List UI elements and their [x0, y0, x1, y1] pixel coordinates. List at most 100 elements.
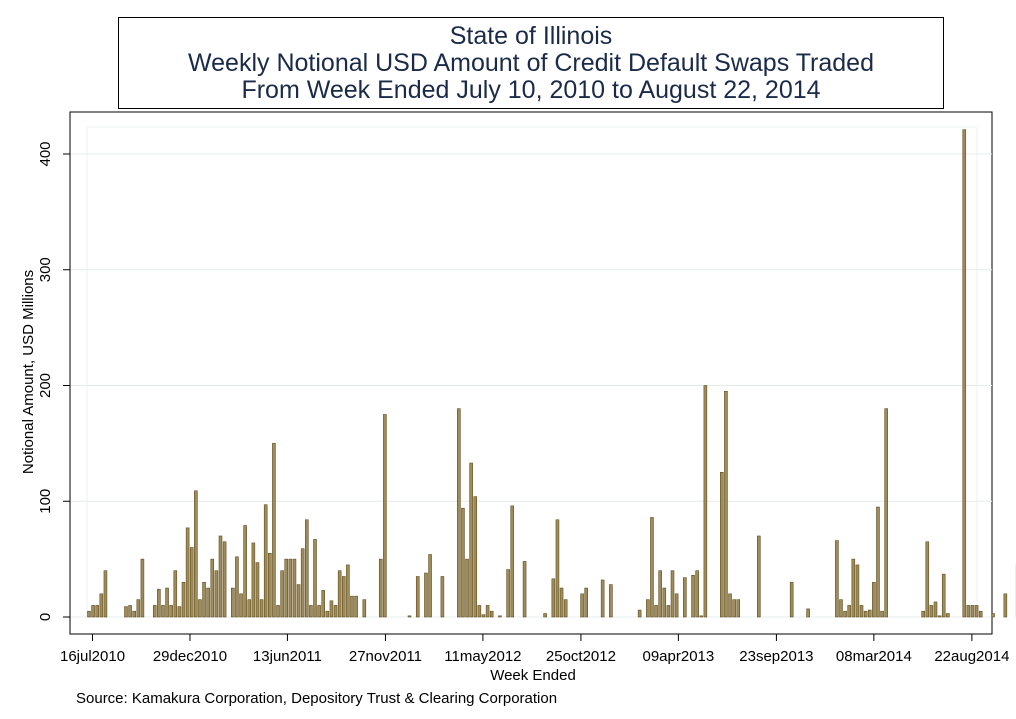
bar-7 — [132, 610, 136, 618]
plot-region — [69, 111, 993, 635]
bar-111 — [835, 540, 839, 618]
bar-22 — [202, 581, 206, 618]
bar-16 — [177, 606, 182, 618]
x-tick-label-2: 13jun2011 — [253, 648, 322, 665]
bar-69 — [465, 558, 469, 618]
bar-80 — [543, 613, 547, 618]
x-tick-label-1: 29dec2010 — [153, 648, 227, 665]
bar-126 — [929, 605, 934, 618]
bar-88 — [609, 584, 613, 618]
bar-112 — [839, 599, 843, 618]
y-axis-ticks: 0 100 200 300 400 — [37, 141, 70, 621]
bar-81 — [551, 578, 556, 618]
bar-41 — [284, 558, 289, 618]
bar-26 — [218, 535, 223, 618]
bar-91 — [650, 517, 654, 618]
bar-95 — [666, 605, 671, 618]
x-tick-label-4: 11may2012 — [444, 648, 521, 665]
bar-89 — [637, 609, 642, 618]
title-line-3: From Week Ended July 10, 2010 to August … — [241, 75, 821, 104]
y-tick-label-0: 0 — [37, 613, 54, 621]
title-line-1: State of Illinois — [449, 21, 613, 50]
bar-14 — [169, 605, 173, 618]
bar-17 — [181, 581, 186, 618]
bar-103 — [720, 472, 724, 618]
bar-99 — [691, 575, 695, 618]
bar-24 — [210, 558, 215, 618]
bar-54 — [337, 570, 342, 618]
bar-2 — [95, 605, 99, 618]
bar-128 — [937, 615, 942, 618]
bar-72 — [477, 605, 482, 618]
chart-title: State of Illinois Weekly Notional USD Am… — [118, 17, 944, 109]
bar-131 — [962, 129, 967, 618]
bar-110 — [806, 608, 810, 618]
bar-125 — [925, 541, 930, 618]
bar-65 — [428, 554, 432, 618]
bar-61 — [383, 414, 387, 618]
bar-43 — [292, 558, 297, 618]
x-axis-label: Week Ended — [490, 667, 576, 684]
bar-107 — [736, 599, 741, 618]
bar-98 — [683, 577, 687, 618]
bar-133 — [970, 605, 975, 618]
y-tick-label-2: 200 — [37, 373, 54, 398]
bar-58 — [354, 595, 358, 618]
bar-124 — [921, 610, 925, 618]
bar-132 — [966, 605, 971, 618]
bar-50 — [321, 590, 326, 618]
bar-94 — [662, 587, 667, 618]
bar-12 — [161, 605, 165, 618]
bar-34 — [255, 562, 260, 618]
bar-62 — [407, 615, 412, 618]
bar-55 — [341, 576, 346, 618]
bar-51 — [325, 610, 330, 618]
bar-113 — [843, 610, 847, 618]
y-tick-label-1: 100 — [37, 489, 54, 514]
bar-30 — [239, 593, 243, 618]
x-tick-label-8: 08mar2014 — [836, 648, 912, 665]
bar-37 — [268, 553, 272, 618]
bar-15 — [173, 570, 178, 618]
bar-122 — [880, 610, 884, 618]
bar-20 — [194, 490, 198, 618]
bar-40 — [280, 570, 284, 618]
bar-70 — [469, 462, 473, 618]
bar-1 — [91, 605, 95, 618]
bar-101 — [699, 615, 704, 618]
x-tick-label-6: 09apr2013 — [643, 648, 715, 665]
bar-53 — [333, 605, 338, 618]
bar-136 — [991, 613, 995, 618]
bar-27 — [222, 541, 227, 618]
bar-85 — [580, 593, 584, 618]
x-tick-label-5: 25oct2012 — [546, 648, 616, 665]
bar-121 — [876, 506, 880, 618]
x-tick-label-7: 23sep2013 — [739, 648, 813, 665]
bar-116 — [855, 564, 860, 618]
bar-83 — [559, 587, 564, 618]
bar-32 — [247, 599, 252, 618]
bar-6 — [128, 605, 132, 618]
bar-90 — [646, 599, 650, 618]
bar-57 — [350, 595, 354, 618]
bar-13 — [165, 587, 169, 618]
bar-86 — [584, 587, 588, 618]
bar-82 — [555, 519, 560, 618]
bar-31 — [243, 525, 247, 618]
bar-87 — [600, 579, 605, 618]
bar-38 — [272, 443, 276, 618]
bar-48 — [313, 539, 317, 618]
title-line-2: Weekly Notional USD Amount of Credit Def… — [188, 48, 874, 77]
bar-84 — [563, 599, 568, 618]
bar-59 — [362, 599, 367, 618]
bar-21 — [198, 599, 202, 618]
bar-19 — [189, 547, 194, 618]
bar-28 — [231, 587, 235, 618]
bar-134 — [974, 605, 979, 618]
bar-102 — [703, 385, 708, 618]
x-tick-label-0: 16jul2010 — [60, 648, 125, 665]
bar-44 — [296, 584, 301, 618]
bar-35 — [259, 599, 264, 618]
y-tick-label-3: 300 — [37, 257, 54, 282]
